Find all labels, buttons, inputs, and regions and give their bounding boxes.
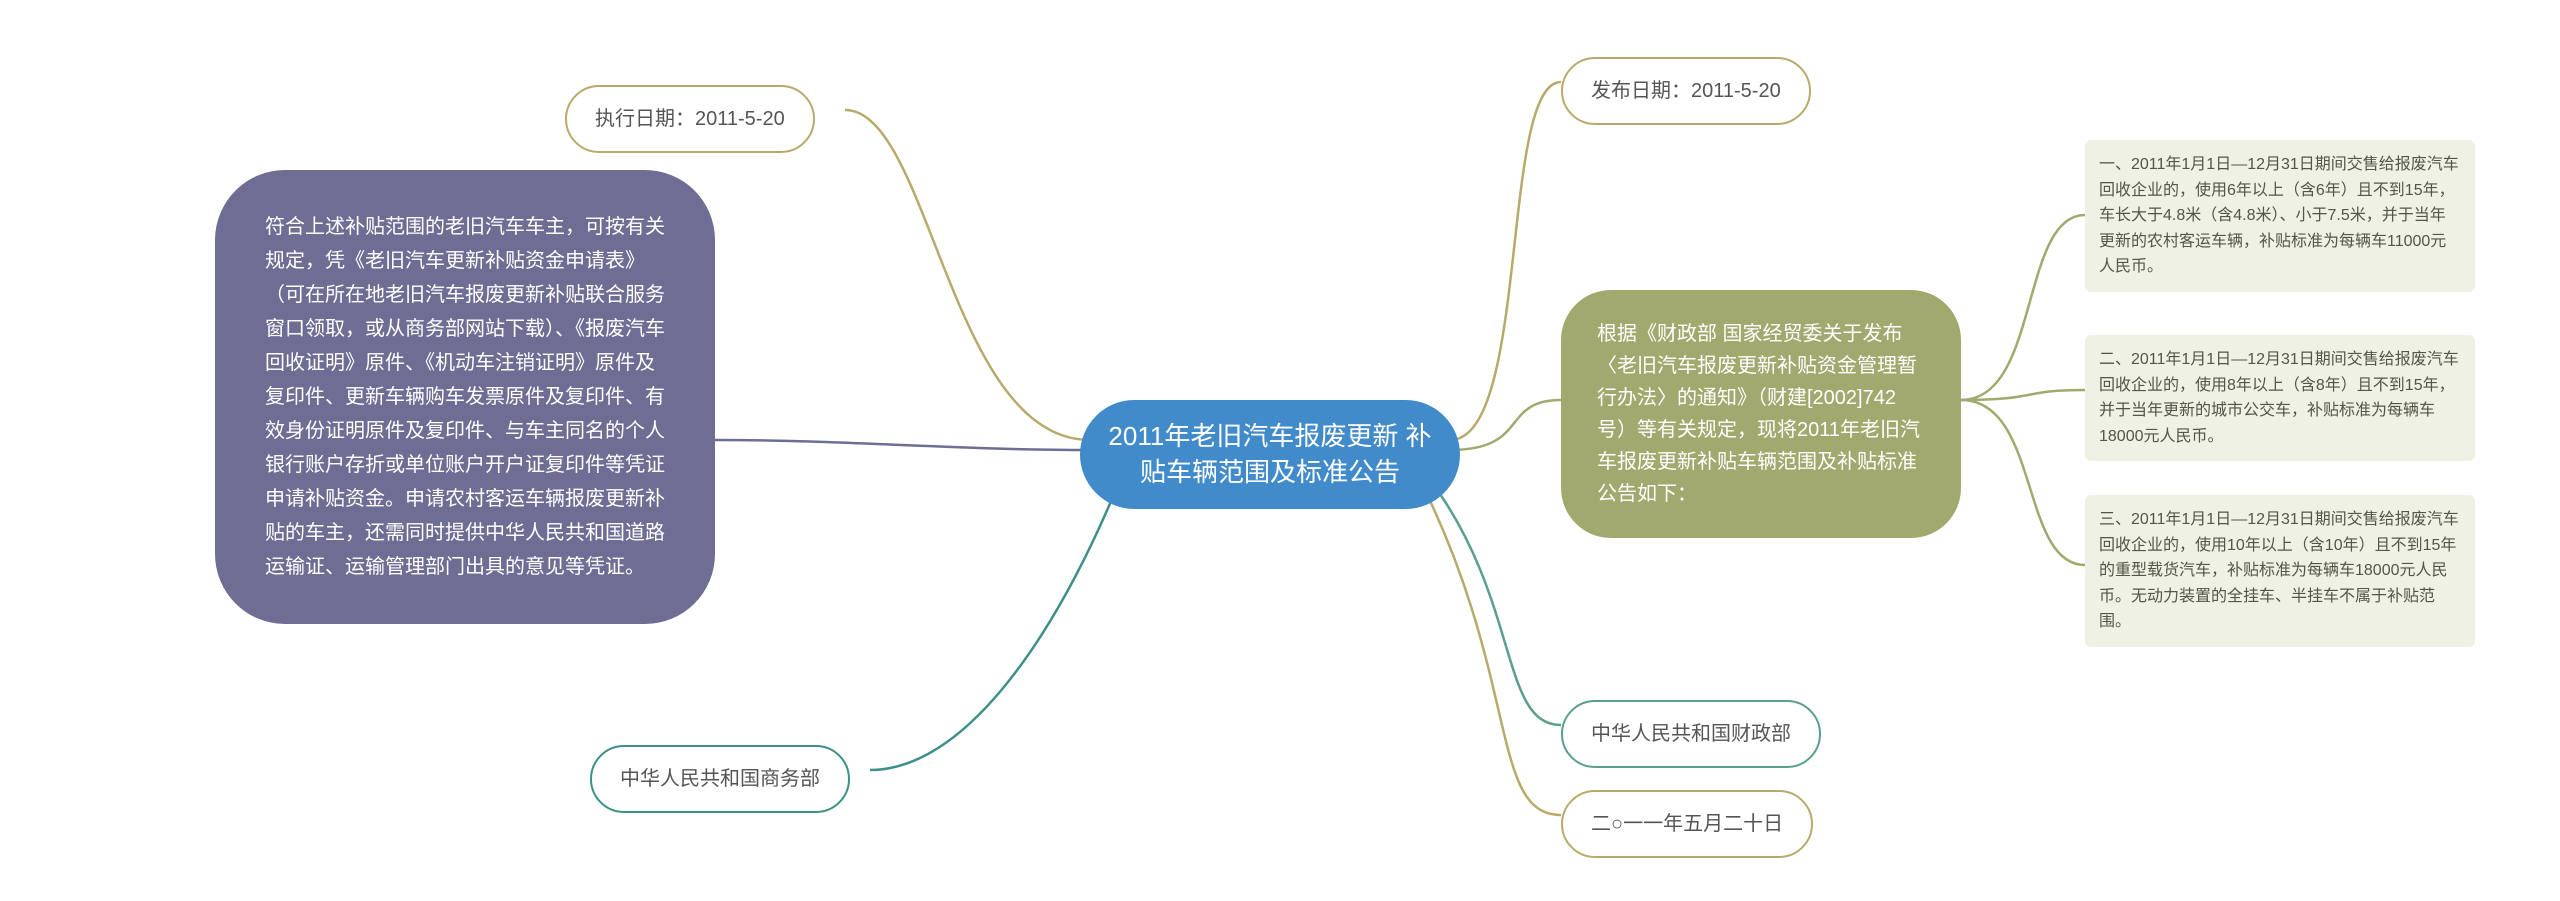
- leaf-subsidy-3[interactable]: 三、2011年1月1日—12月31日期间交售给报废汽车回收企业的，使用10年以上…: [2085, 495, 2475, 647]
- branch-label: 中华人民共和国财政部: [1591, 720, 1791, 748]
- leaf-subsidy-1[interactable]: 一、2011年1月1日—12月31日期间交售给报废汽车回收企业的，使用6年以上（…: [2085, 140, 2475, 292]
- branch-regulation-basis[interactable]: 根据《财政部 国家经贸委关于发布〈老旧汽车报废更新补贴资金管理暂行办法〉的通知》…: [1561, 290, 1961, 538]
- branch-label: 发布日期：2011-5-20: [1591, 77, 1781, 105]
- branch-issue-date[interactable]: 二○一一年五月二十日: [1561, 790, 1813, 858]
- center-label: 2011年老旧汽车报废更新 补贴车辆范围及标准公告: [1108, 418, 1432, 491]
- branch-label: 符合上述补贴范围的老旧汽车车主，可按有关规定，凭《老旧汽车更新补贴资金申请表》（…: [265, 216, 665, 578]
- branch-label: 根据《财政部 国家经贸委关于发布〈老旧汽车报废更新补贴资金管理暂行办法〉的通知》…: [1597, 323, 1920, 505]
- leaf-label: 一、2011年1月1日—12月31日期间交售给报废汽车回收企业的，使用6年以上（…: [2099, 156, 2459, 275]
- branch-pub-date[interactable]: 发布日期：2011-5-20: [1561, 57, 1811, 125]
- branch-exec-date[interactable]: 执行日期：2011-5-20: [565, 85, 815, 153]
- branch-commerce-ministry[interactable]: 中华人民共和国商务部: [590, 745, 850, 813]
- leaf-label: 三、2011年1月1日—12月31日期间交售给报废汽车回收企业的，使用10年以上…: [2099, 511, 2459, 630]
- leaf-label: 二、2011年1月1日—12月31日期间交售给报废汽车回收企业的，使用8年以上（…: [2099, 351, 2459, 445]
- branch-application-desc[interactable]: 符合上述补贴范围的老旧汽车车主，可按有关规定，凭《老旧汽车更新补贴资金申请表》（…: [215, 170, 715, 624]
- branch-label: 二○一一年五月二十日: [1591, 810, 1783, 838]
- branch-label: 中华人民共和国商务部: [620, 765, 820, 793]
- leaf-subsidy-2[interactable]: 二、2011年1月1日—12月31日期间交售给报废汽车回收企业的，使用8年以上（…: [2085, 335, 2475, 461]
- branch-finance-ministry[interactable]: 中华人民共和国财政部: [1561, 700, 1821, 768]
- center-node[interactable]: 2011年老旧汽车报废更新 补贴车辆范围及标准公告: [1080, 400, 1460, 509]
- branch-label: 执行日期：2011-5-20: [595, 105, 785, 133]
